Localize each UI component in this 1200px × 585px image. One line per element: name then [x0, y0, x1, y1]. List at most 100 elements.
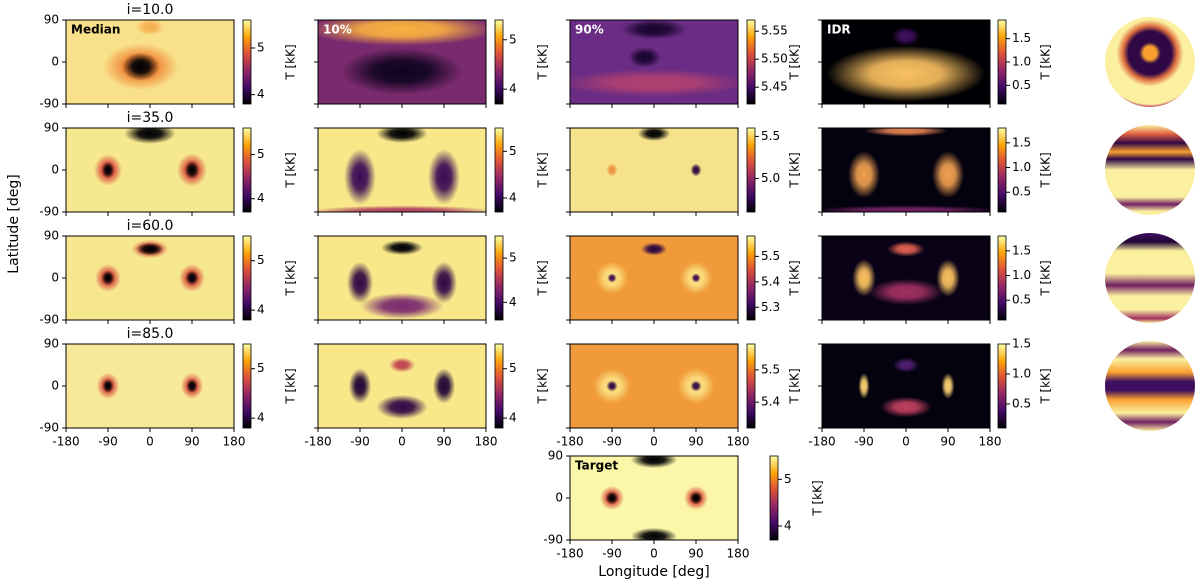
map-feature	[346, 261, 374, 304]
map-panel	[822, 344, 990, 428]
colorbar	[494, 19, 504, 105]
colorbar-label: T [kK]	[1039, 152, 1053, 188]
map-panel	[570, 344, 738, 428]
y-tick-label: -90	[39, 421, 59, 435]
map-background	[822, 128, 990, 212]
colorbar-tick-label: 4	[257, 87, 265, 101]
colorbar-label: T [kK]	[788, 260, 802, 296]
map-feature	[941, 372, 955, 400]
map-panel	[318, 344, 486, 428]
y-tick-label: 0	[555, 491, 563, 505]
map-panel	[570, 128, 738, 212]
map-panel	[822, 236, 990, 320]
map-panel	[318, 128, 486, 212]
row-title: i=35.0	[127, 110, 174, 126]
map-feature	[887, 241, 925, 257]
colorbar-tick-label: 5.50	[761, 52, 788, 66]
colorbar-tick-label: 4	[257, 411, 265, 425]
colorbar-tick-label: 0.5	[1012, 293, 1031, 307]
colorbar-tick-label: 4	[509, 191, 517, 205]
y-tick-label: -90	[543, 533, 563, 547]
x-tick-label: -90	[350, 435, 370, 449]
map-feature	[430, 261, 458, 304]
row-title: i=60.0	[127, 218, 174, 234]
map-feature	[892, 357, 920, 373]
map-panel	[66, 236, 234, 320]
x-tick-label: 90	[436, 435, 451, 449]
y-tick-label: 0	[51, 271, 59, 285]
map-feature	[640, 242, 668, 256]
map-feature	[868, 278, 944, 306]
map-feature	[936, 259, 960, 297]
colorbar-tick-label: 5	[257, 361, 265, 375]
colorbar-tick-label: 5.0	[761, 171, 780, 185]
colorbar-tick-label: 0.5	[1012, 397, 1031, 411]
colorbar-tick-label: 5.3	[761, 300, 780, 314]
colorbar-label: T [kK]	[536, 260, 550, 296]
map-background	[570, 456, 738, 540]
map-panel	[822, 20, 990, 104]
map-panel	[66, 344, 234, 428]
colorbar-tick-label: 1.5	[1012, 243, 1031, 257]
colorbar-tick-label: 1.0	[1012, 160, 1031, 174]
colorbar-tick-label: 1.5	[1012, 337, 1031, 351]
x-tick-label: 0	[650, 547, 658, 561]
map-feature	[932, 151, 964, 199]
x-tick-label: -90	[602, 547, 622, 561]
colorbar-tick-label: 1.5	[1012, 135, 1031, 149]
map-feature	[136, 242, 164, 256]
map-feature	[570, 69, 738, 97]
colorbar-tick-label: 5	[257, 253, 265, 267]
y-tick-label: -90	[39, 313, 59, 327]
map-feature	[606, 163, 618, 177]
map-feature	[101, 270, 115, 286]
colorbar-tick-label: 1.0	[1012, 55, 1031, 69]
map-feature	[185, 270, 199, 286]
sphere	[1105, 233, 1195, 323]
sphere	[1105, 341, 1195, 431]
colorbar-tick-label: 5	[784, 472, 792, 486]
colorbar	[494, 127, 504, 213]
map-panel	[822, 128, 990, 212]
y-tick-label: -90	[39, 97, 59, 111]
colorbar-tick-label: 5.45	[761, 80, 788, 94]
colorbar	[494, 235, 504, 321]
colorbar-label: T [kK]	[811, 480, 825, 516]
y-tick-label: -90	[39, 205, 59, 219]
x-tick-label: -90	[602, 435, 622, 449]
colorbar-label: T [kK]	[536, 368, 550, 404]
x-tick-label: -180	[304, 435, 331, 449]
x-tick-label: 0	[650, 435, 658, 449]
colorbar	[997, 235, 1007, 321]
colorbar	[746, 127, 756, 213]
x-tick-label: 90	[940, 435, 955, 449]
map-background	[66, 344, 234, 428]
map-feature	[341, 48, 463, 95]
colorbar	[242, 127, 252, 213]
colorbar-tick-label: 1.0	[1012, 367, 1031, 381]
colorbar	[242, 343, 252, 429]
map-feature	[381, 240, 423, 256]
colorbar-tick-label: 5.5	[761, 362, 780, 376]
column-label: 90%	[575, 23, 604, 37]
colorbar-tick-label: 5	[257, 41, 265, 55]
map-feature	[822, 205, 990, 212]
y-tick-label: 90	[44, 229, 59, 243]
map-feature	[428, 149, 460, 205]
target-label: Target	[575, 459, 618, 473]
row-title: i=10.0	[127, 2, 174, 18]
colorbar-label: T [kK]	[284, 44, 298, 80]
map-feature	[344, 149, 376, 205]
y-tick-label: 0	[51, 55, 59, 69]
y-tick-label: 0	[51, 379, 59, 393]
column-label: IDR	[827, 23, 851, 37]
x-tick-label: 0	[902, 435, 910, 449]
y-tick-label: 90	[548, 449, 563, 463]
colorbar	[242, 19, 252, 105]
x-tick-label: 0	[146, 435, 154, 449]
colorbar-tick-label: 5	[257, 147, 265, 161]
colorbar-tick-label: 5.55	[761, 24, 788, 38]
map-feature	[124, 128, 176, 144]
colorbar-tick-label: 5.4	[761, 274, 780, 288]
